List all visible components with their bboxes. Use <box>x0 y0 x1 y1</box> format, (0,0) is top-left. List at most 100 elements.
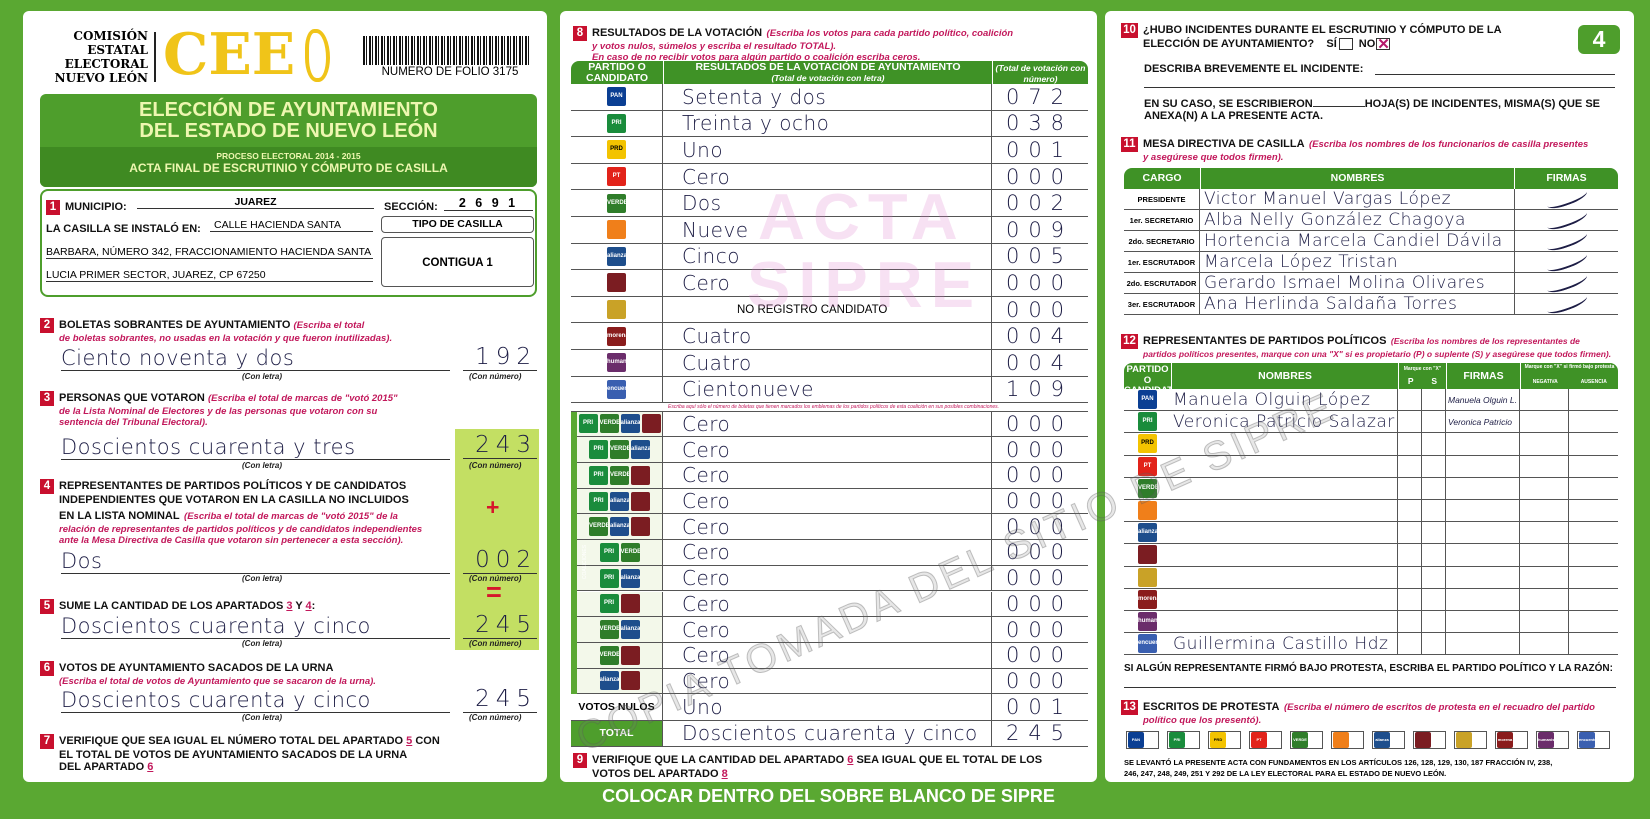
protest-box[interactable]: morena <box>1495 731 1528 749</box>
party-logo-icon: VERDE <box>1138 478 1157 498</box>
ausencia-cell[interactable] <box>1569 611 1618 632</box>
tipo-casilla-value: CONTIGUA 1 <box>381 237 534 287</box>
ausencia-cell[interactable] <box>1569 433 1618 454</box>
suplente-cell[interactable] <box>1422 389 1446 411</box>
protest-count-field[interactable] <box>1432 732 1445 748</box>
ausencia-cell[interactable] <box>1569 544 1618 565</box>
ausencia-cell[interactable] <box>1569 456 1618 477</box>
negativa-cell[interactable] <box>1520 433 1569 455</box>
official-name: Ana Herlinda Saldaña Torres <box>1204 294 1458 314</box>
party-logo-icon <box>607 273 626 293</box>
section-title: RESULTADOS DE LA VOTACIÓN <box>592 27 763 39</box>
suplente-cell[interactable] <box>1422 611 1446 633</box>
negativa-cell[interactable] <box>1520 633 1569 655</box>
protest-count-field[interactable] <box>1227 732 1240 748</box>
protest-count-field[interactable] <box>1350 732 1363 748</box>
instructions: (Escriba los nombres de los representant… <box>1390 336 1580 346</box>
negativa-cell[interactable] <box>1520 389 1569 411</box>
negativa-cell[interactable] <box>1520 522 1569 544</box>
protest-count-field[interactable] <box>1268 732 1281 748</box>
negativa-cell[interactable] <box>1520 477 1569 499</box>
suplente-cell[interactable] <box>1422 566 1446 588</box>
protest-box[interactable]: PAN <box>1126 731 1159 749</box>
incident-field[interactable] <box>1375 61 1615 75</box>
ausencia-cell[interactable] <box>1569 478 1618 499</box>
nombre-cell: Hortencia Marcela Candiel Dávila <box>1200 231 1515 251</box>
protest-box[interactable]: encuentro <box>1577 731 1610 749</box>
party-cell: PRI <box>1124 411 1171 432</box>
protest-count-field[interactable] <box>1596 732 1609 748</box>
section-number: 1 <box>46 200 60 215</box>
suplente-cell[interactable] <box>1422 455 1446 477</box>
propietario-cell[interactable] <box>1398 633 1422 655</box>
negativa-cell[interactable] <box>1520 411 1569 433</box>
party-cell: VERDE <box>571 642 663 668</box>
protest-box[interactable] <box>1413 731 1446 749</box>
ausencia-cell[interactable] <box>1569 389 1618 410</box>
ausencia-cell[interactable] <box>1569 522 1618 543</box>
propietario-cell[interactable] <box>1398 500 1422 522</box>
negativa-cell[interactable] <box>1520 500 1569 522</box>
ausencia-cell[interactable] <box>1569 411 1618 432</box>
suplente-cell[interactable] <box>1422 500 1446 522</box>
protest-box[interactable]: PRD <box>1208 731 1241 749</box>
protest-box[interactable]: VERDE <box>1290 731 1323 749</box>
suplente-cell[interactable] <box>1422 544 1446 566</box>
propietario-cell[interactable] <box>1398 455 1422 477</box>
votes-in-words: Cero <box>682 164 731 189</box>
signature-cell <box>1446 477 1520 499</box>
protest-box[interactable] <box>1454 731 1487 749</box>
incident-field-2[interactable] <box>1144 74 1615 88</box>
ausencia-cell[interactable] <box>1569 567 1618 588</box>
suplente-cell[interactable] <box>1422 411 1446 433</box>
suplente-cell[interactable] <box>1422 522 1446 544</box>
propietario-cell[interactable] <box>1398 477 1422 499</box>
negativa-cell[interactable] <box>1520 611 1569 633</box>
negativa-cell[interactable] <box>1520 588 1569 610</box>
protest-box[interactable] <box>1331 731 1364 749</box>
protest-box[interactable]: PT <box>1249 731 1282 749</box>
protest-count-field[interactable] <box>1145 732 1158 748</box>
party-cell <box>571 270 663 296</box>
protest-count-field[interactable] <box>1391 732 1404 748</box>
propietario-cell[interactable] <box>1398 522 1422 544</box>
party-cell: PAN <box>571 84 663 110</box>
section-1 <box>40 189 537 297</box>
signature-cell <box>1446 544 1520 566</box>
protest-count-field[interactable] <box>1514 732 1527 748</box>
protest-box[interactable]: PRI <box>1167 731 1200 749</box>
votes-number-cell: 072 <box>992 84 1087 110</box>
negativa-cell[interactable] <box>1520 566 1569 588</box>
negativa-cell[interactable] <box>1520 544 1569 566</box>
protest-count-field[interactable] <box>1555 732 1568 748</box>
propietario-cell[interactable] <box>1398 566 1422 588</box>
suplente-cell[interactable] <box>1422 433 1446 455</box>
instructions: (Escriba los nombres de los funcionarios… <box>1309 139 1589 150</box>
hojas-field[interactable] <box>1312 106 1365 107</box>
propietario-cell[interactable] <box>1398 433 1422 455</box>
no-checkbox-checked[interactable]: ✕ <box>1376 36 1391 54</box>
propietario-cell[interactable] <box>1398 588 1422 610</box>
protest-reason-field[interactable] <box>1124 675 1616 688</box>
protest-box[interactable]: humanista <box>1536 731 1569 749</box>
cargo-cell: 2do. ESCRUTADOR <box>1124 273 1200 293</box>
suplente-cell[interactable] <box>1422 477 1446 499</box>
propietario-cell[interactable] <box>1398 411 1422 433</box>
ausencia-cell[interactable] <box>1569 589 1618 610</box>
protest-box[interactable]: alianza <box>1372 731 1405 749</box>
propietario-cell[interactable] <box>1398 611 1422 633</box>
protest-count-field[interactable] <box>1186 732 1199 748</box>
propietario-cell[interactable] <box>1398 544 1422 566</box>
ausencia-cell[interactable] <box>1569 633 1618 654</box>
col-bajo-protesta: Marque con "X" si firmó bajo protesta NEG… <box>1521 363 1618 389</box>
negativa-cell[interactable] <box>1520 455 1569 477</box>
protest-count-field[interactable] <box>1473 732 1486 748</box>
si-checkbox[interactable] <box>1338 38 1353 51</box>
suplente-cell[interactable] <box>1422 588 1446 610</box>
propietario-cell[interactable] <box>1398 389 1422 411</box>
suplente-cell[interactable] <box>1422 633 1446 655</box>
protest-count-field[interactable] <box>1309 732 1322 748</box>
votes-text-cell: Cero <box>663 270 992 296</box>
ausencia-cell[interactable] <box>1569 500 1618 521</box>
representative-name: Veronica Patricio Salazar <box>1173 411 1395 432</box>
